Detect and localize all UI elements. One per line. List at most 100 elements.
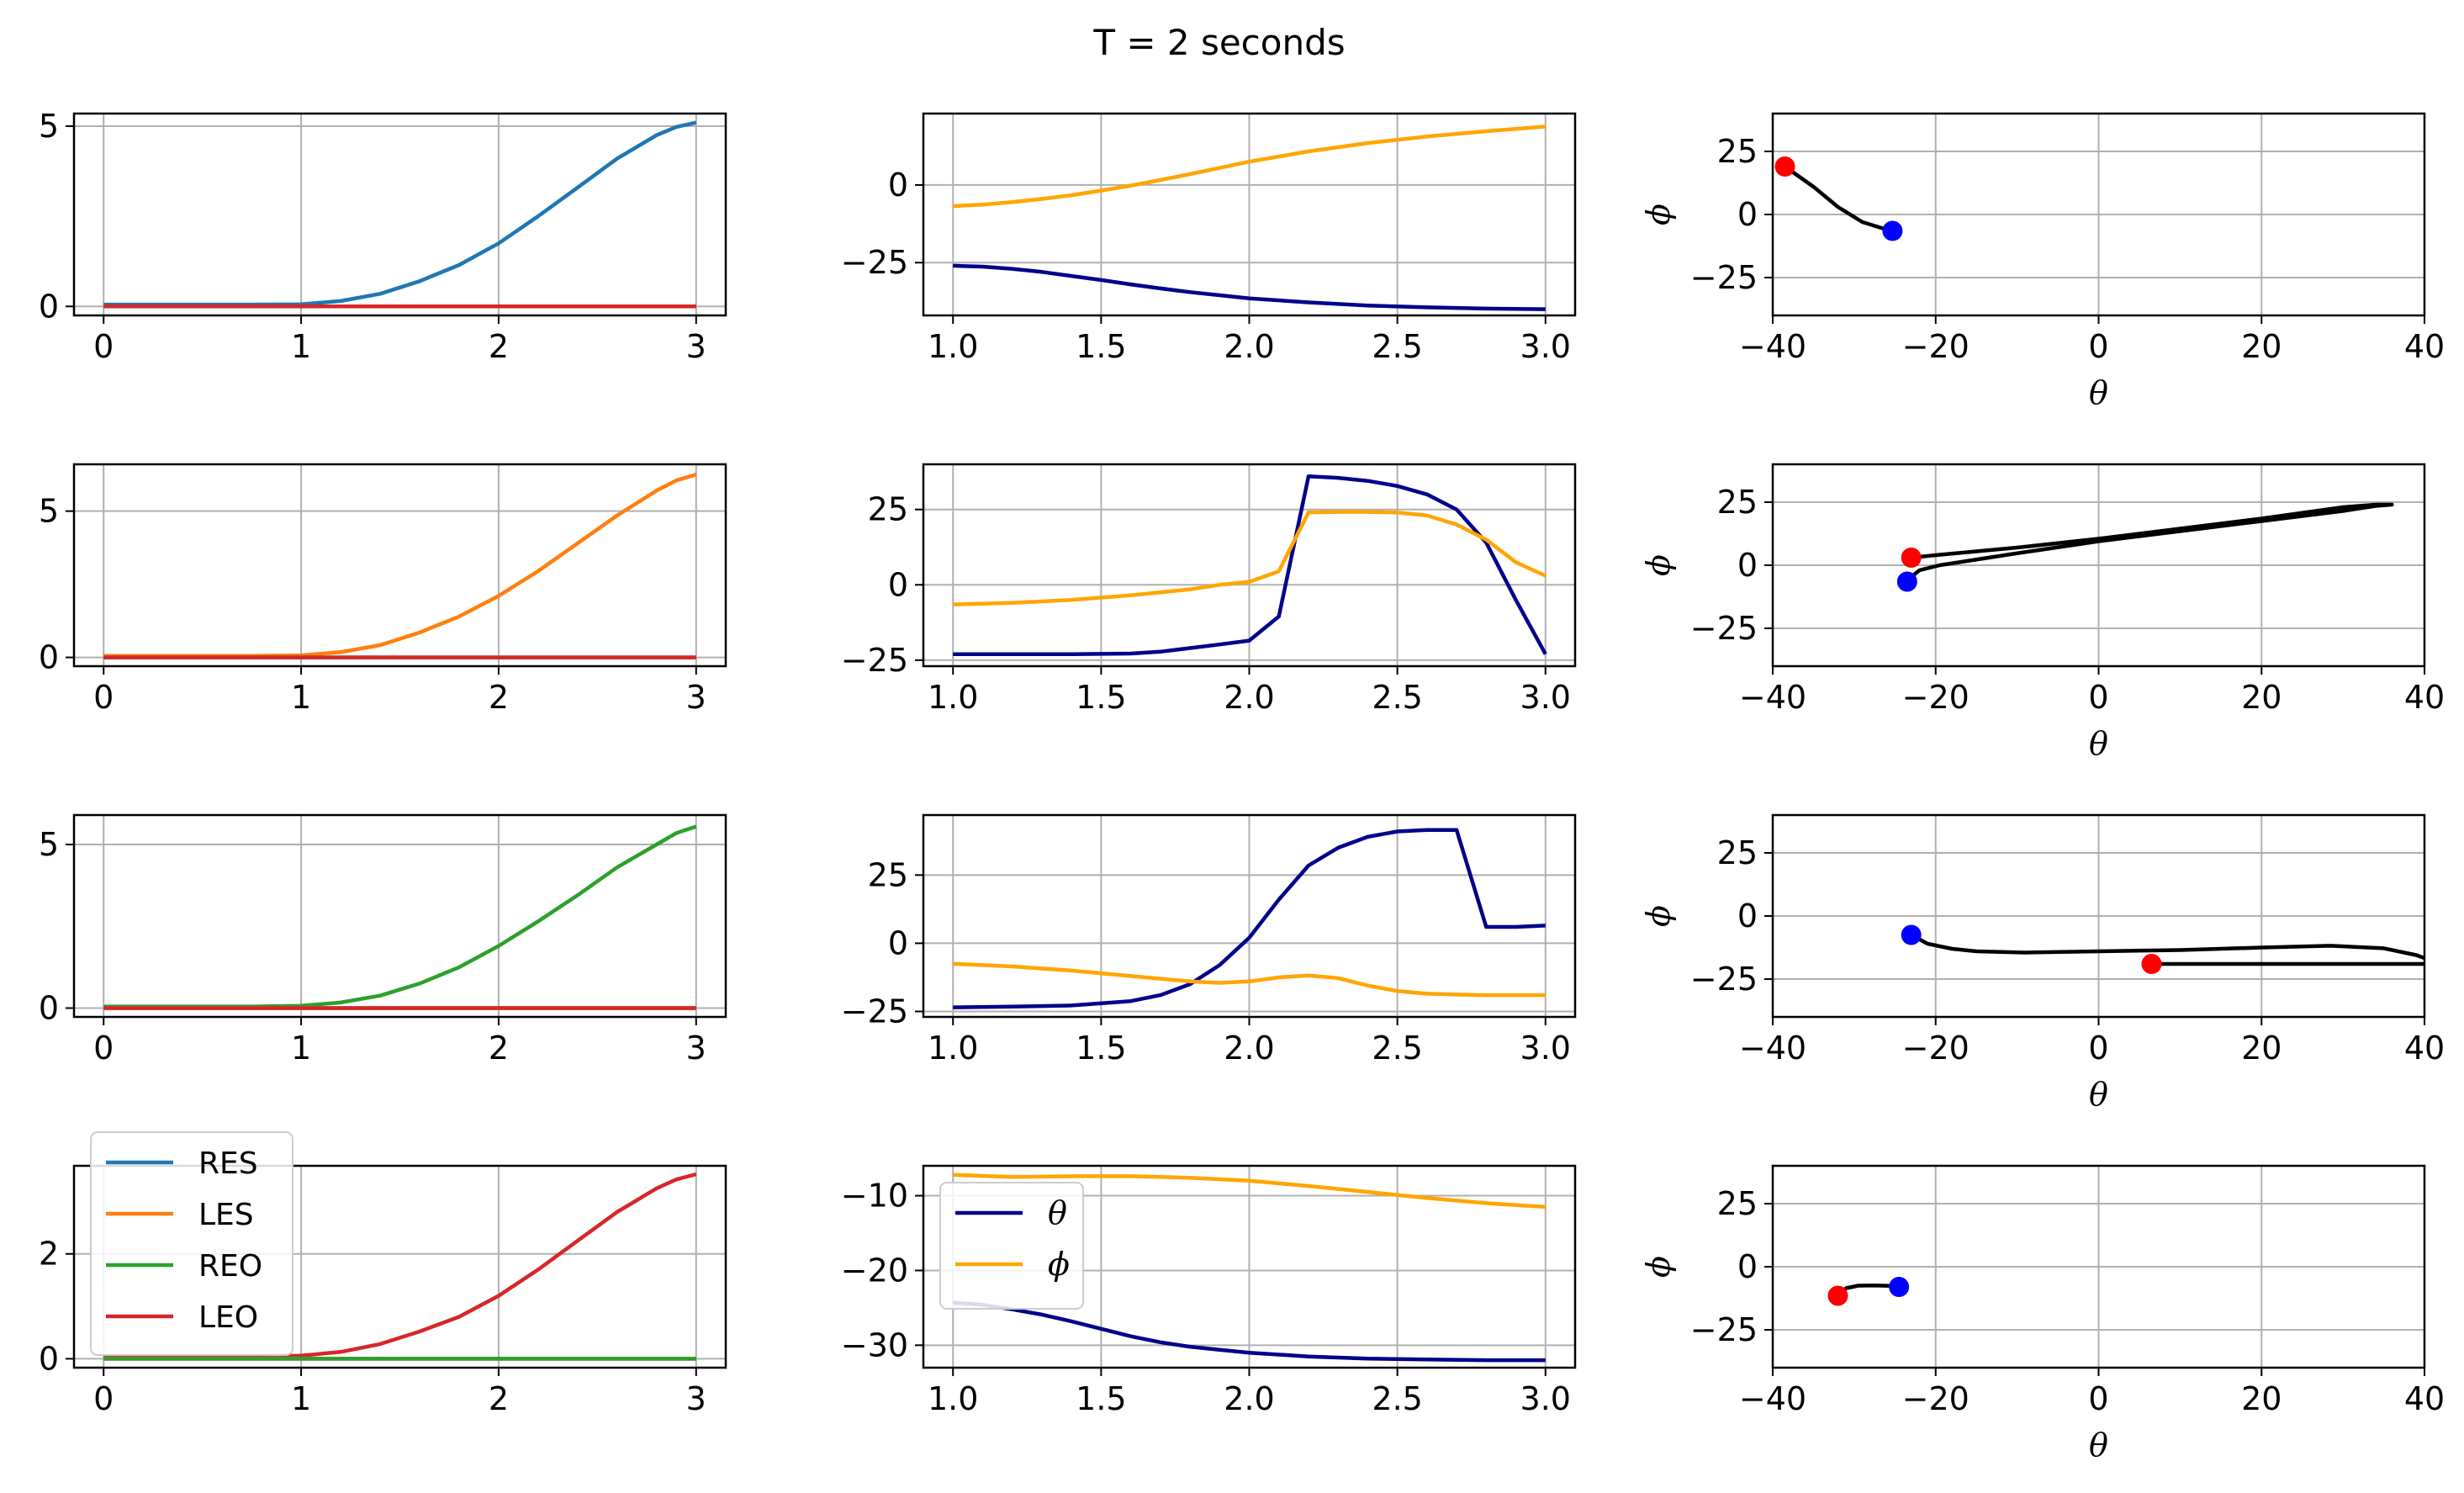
x-tick-label-4: 3.0 [1520,1030,1571,1067]
plot-area [103,473,697,659]
legend: RES LES REO LEO [90,1131,293,1356]
x-tick-label-4: 40 [2404,328,2445,365]
panel-r3-c0: 0 1 2 3 0 2 RES LES REO LEO [39,1131,727,1417]
series-line-theta [953,263,1546,311]
x-tick-label-0: 1.0 [928,1030,978,1067]
legend-box [90,1131,293,1356]
x-tick-label-4: 3.0 [1520,328,1571,365]
x-tick-label-2: 0 [2088,1380,2108,1417]
legend-label-res: RES [198,1146,258,1181]
y-tick-label-1: 0 [888,566,908,603]
y-axis-label: ϕ [1640,905,1677,927]
y-tick-label-0: 0 [39,1340,59,1377]
plot-area [1774,156,1903,241]
x-tick-label-2: 2.0 [1224,679,1274,716]
x-tick-label-2: 2 [489,328,509,365]
legend-label-phi: ϕ [1048,1246,1070,1283]
x-tick-label-2: 0 [2088,328,2108,365]
x-tick-label-3: 2.5 [1372,1030,1422,1067]
series-line-trajectory [1910,933,2424,966]
series-line-phi [953,124,1546,209]
x-tick-label-1: 1 [291,1380,311,1417]
x-tick-label-1: 1.5 [1076,1030,1126,1067]
y-tick-label-1: 5 [39,826,59,863]
panel-r0-c0: 0 1 2 3 0 5 [39,108,727,365]
x-tick-label-0: −40 [1739,1030,1806,1067]
y-tick-label-2: 25 [868,856,908,893]
legend-label-reo: REO [198,1249,262,1284]
x-tick-label-4: 3.0 [1520,1380,1571,1417]
y-tick-label-0: 0 [39,288,59,325]
plot-area [1901,924,2424,974]
x-tick-label-0: 0 [93,1380,114,1417]
legend-label-les: LES [198,1198,254,1232]
x-tick-label-2: 2 [489,679,509,716]
x-tick-label-0: 0 [93,1030,114,1067]
x-tick-label-1: −20 [1902,679,1970,716]
series-line-phi [953,1173,1546,1210]
start-point-marker [2141,954,2162,974]
legend-label-leo: LEO [198,1300,258,1335]
end-point-marker [1882,220,1903,241]
y-tick-label-0: −25 [841,993,908,1030]
panel-r0-c2: −40 −20 0 20 40 −25 0 25 θ ϕ [1640,112,2445,411]
x-axis-label: θ [2089,1076,2108,1113]
x-tick-label-3: 2.5 [1372,328,1422,365]
x-axis-label: θ [2089,374,2108,411]
x-tick-label-3: 3 [686,328,706,365]
plot-area [103,120,697,309]
x-tick-label-1: 1.5 [1076,328,1126,365]
x-tick-label-0: −40 [1739,328,1806,365]
x-tick-label-0: 1.0 [928,1380,978,1417]
y-tick-label-1: 2 [39,1236,59,1273]
y-tick-label-2: 25 [1717,1185,1758,1222]
x-tick-label-0: 1.0 [928,328,978,365]
x-axis-label: θ [2089,1427,2108,1464]
y-tick-label-0: −25 [1690,961,1758,998]
series-line-theta [953,1300,1546,1363]
series-line-theta [953,474,1547,656]
x-axis-label: θ [2089,725,2108,762]
y-axis-label: ϕ [1640,204,1677,225]
plot-area [103,1172,697,1361]
x-tick-label-0: 0 [93,679,114,716]
series-line-theta [953,828,1546,1009]
plot-area [953,1173,1546,1363]
y-tick-label-0: −30 [841,1326,908,1363]
panel-r1-c2: −40 −20 0 20 40 −25 0 25 θ ϕ [1640,463,2445,762]
x-tick-label-2: 0 [2088,1030,2108,1067]
y-tick-label-1: 5 [39,108,59,145]
panel-r0-c1: 1.0 1.5 2.0 2.5 3.0 −25 0 [841,112,1577,365]
end-point-marker [1901,924,1922,945]
y-tick-label-2: −10 [841,1178,908,1215]
x-tick-label-1: 1 [291,1030,311,1067]
x-tick-label-3: 2.5 [1372,679,1422,716]
x-tick-label-3: 20 [2241,328,2282,365]
x-tick-label-2: 2 [489,1380,509,1417]
plot-area [1896,502,2394,592]
axes-frame [72,463,727,668]
plot-area [953,828,1546,1009]
start-point-marker [1827,1285,1848,1306]
panel-r3-c1: 1.0 1.5 2.0 2.5 3.0 −30 −20 −10 θϕ [841,1164,1577,1417]
x-tick-label-4: 40 [2404,1380,2445,1417]
panel-r2-c0: 0 1 2 3 0 5 [39,813,727,1067]
legend: θϕ [939,1182,1084,1310]
x-tick-label-0: 1.0 [928,679,978,716]
x-tick-label-2: 2.0 [1224,1380,1274,1417]
y-tick-label-0: −25 [1690,610,1758,647]
panel-r3-c2: −40 −20 0 20 40 −25 0 25 θ ϕ [1640,1164,2445,1464]
y-tick-label-1: 0 [888,924,908,961]
x-tick-label-3: 3 [686,1030,706,1067]
plot-area [953,124,1546,311]
y-tick-label-1: 5 [39,493,59,530]
series-line-phi [953,961,1546,998]
x-tick-label-1: 1.5 [1076,679,1126,716]
x-tick-label-3: 20 [2241,1380,2282,1417]
axes-frame [72,112,727,317]
series-line-phi [953,510,1547,606]
y-axis-label: ϕ [1640,1256,1677,1278]
start-point-marker [1774,156,1795,177]
x-tick-label-1: −20 [1902,328,1970,365]
x-tick-label-1: −20 [1902,1030,1970,1067]
